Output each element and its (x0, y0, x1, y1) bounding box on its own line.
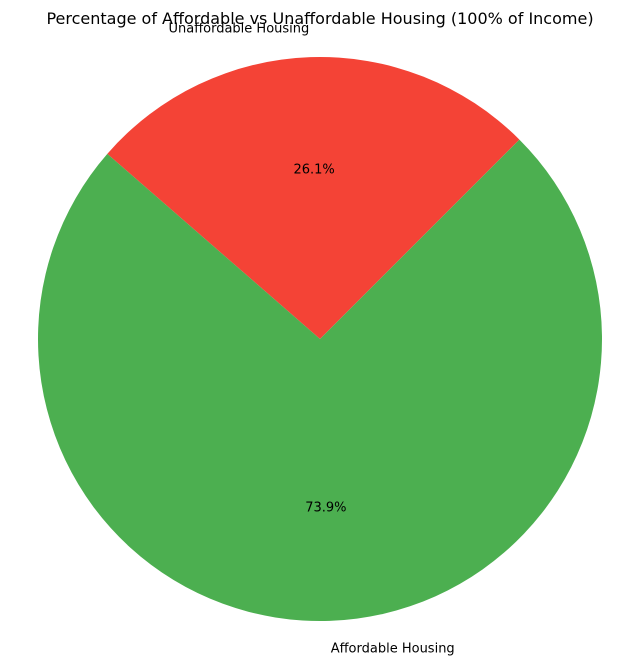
slice-percent-label: 26.1% (293, 162, 334, 177)
slice-label: Affordable Housing (331, 642, 455, 657)
pie-labels: Unaffordable Housing 26.1% Affordable Hous… (168, 21, 454, 656)
slice-label: Unaffordable Housing (168, 21, 309, 36)
pie-slice-unaffordable-housing (107, 57, 520, 340)
slice-percent-label: 73.9% (305, 501, 346, 516)
pie-slices (38, 57, 603, 621)
chart-title: Percentage of Affordable vs Unaffordable… (46, 9, 593, 28)
pie-slice-affordable-housing (38, 139, 603, 621)
